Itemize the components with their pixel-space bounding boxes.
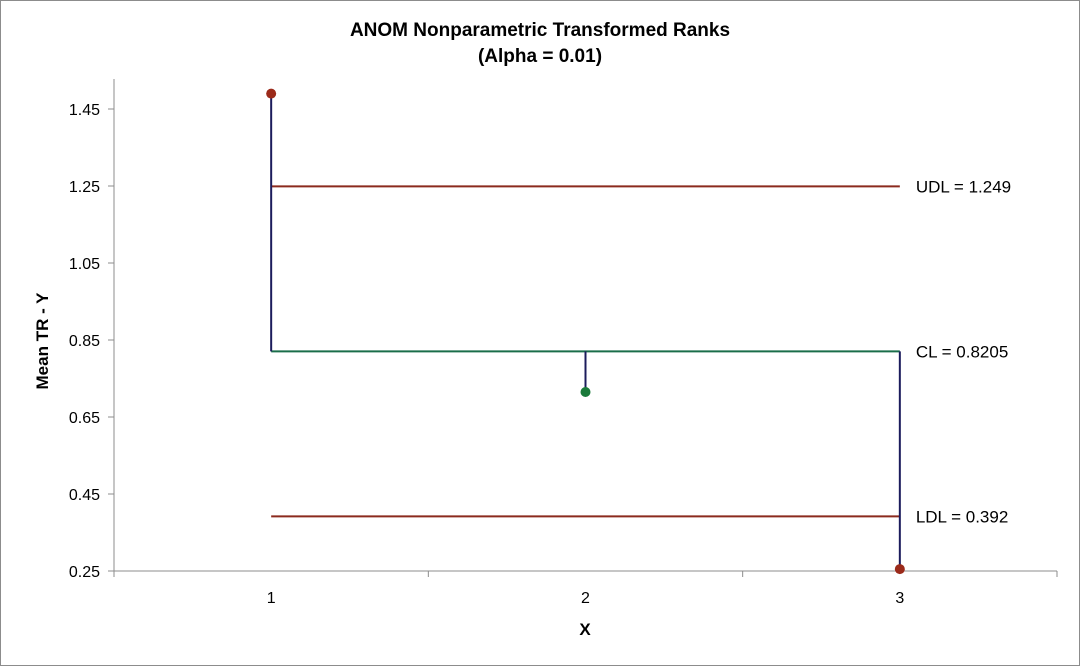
y-tick-label: 0.85 xyxy=(69,333,100,350)
y-tick-label: 0.25 xyxy=(69,564,100,581)
data-point xyxy=(266,88,277,99)
y-tick-label: 1.45 xyxy=(69,102,100,119)
chart-subtitle: (Alpha = 0.01) xyxy=(478,46,602,67)
points-layer xyxy=(266,88,905,575)
x-axis-title: X xyxy=(579,620,591,639)
y-tick-label: 1.05 xyxy=(69,256,100,273)
udl-label: UDL = 1.249 xyxy=(916,177,1011,196)
x-tick-label: 2 xyxy=(581,590,590,607)
axes-layer: 0.25 0.45 0.65 0.85 1.05 1.25 1.45 1 2 3 xyxy=(69,79,1058,607)
x-tick-label: 1 xyxy=(267,590,276,607)
data-point xyxy=(894,564,905,575)
y-tick-label: 0.45 xyxy=(69,487,100,504)
cl-label: CL = 0.8205 xyxy=(916,342,1008,361)
chart-title: ANOM Nonparametric Transformed Ranks xyxy=(350,20,730,41)
y-tick-label: 0.65 xyxy=(69,410,100,427)
y-axis-title: Mean TR - Y xyxy=(33,292,52,390)
ldl-label: LDL = 0.392 xyxy=(916,507,1008,526)
y-tick-label: 1.25 xyxy=(69,179,100,196)
data-point xyxy=(580,386,591,397)
x-tick-label: 3 xyxy=(895,590,904,607)
stems-layer xyxy=(270,93,901,570)
